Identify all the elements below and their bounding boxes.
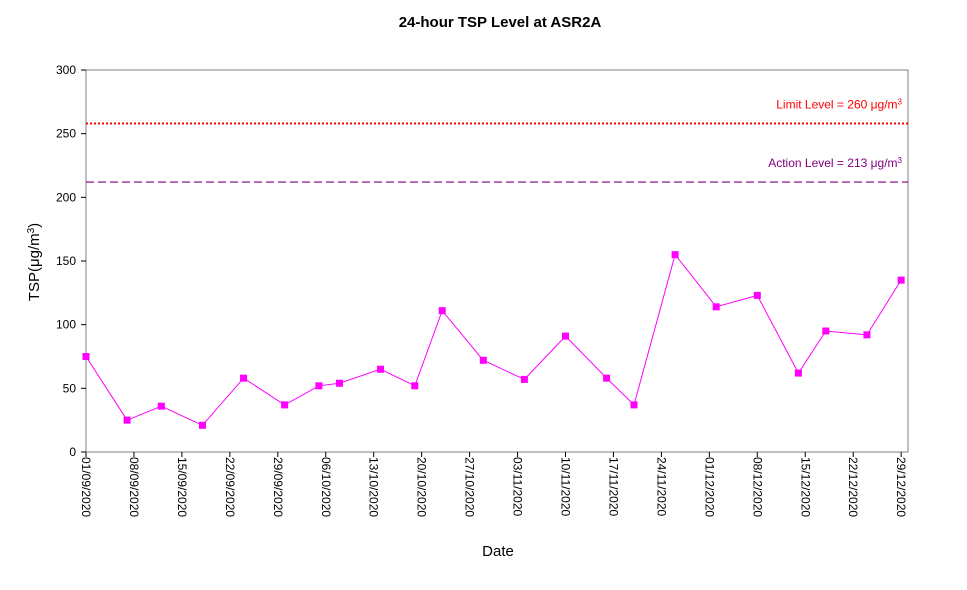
- x-tick-label: 17/11/2020: [606, 457, 620, 516]
- y-tick-label: 150: [56, 254, 76, 268]
- y-axis-label-unit: μg/m: [26, 233, 43, 267]
- x-tick-label: 01/09/2020: [79, 457, 93, 517]
- data-point: [438, 307, 446, 315]
- data-point: [562, 332, 569, 340]
- x-tick-label: 20/10/2020: [415, 457, 429, 517]
- data-point: [520, 375, 528, 383]
- data-point: [411, 382, 419, 390]
- data-point: [630, 401, 638, 409]
- y-tick-label: 0: [69, 445, 76, 459]
- x-tick-label: 24/11/2020: [654, 457, 668, 516]
- x-tick-label: 01/12/2020: [702, 457, 716, 517]
- y-axis-label-exp: 3: [26, 227, 37, 233]
- data-point: [863, 331, 871, 339]
- x-tick-label: 29/09/2020: [271, 457, 285, 517]
- y-tick-label: 200: [56, 190, 76, 204]
- y-axis-label-base: TSP(: [26, 267, 43, 301]
- data-point: [822, 327, 830, 335]
- x-tick-label: 22/09/2020: [223, 457, 237, 517]
- x-tick-label: 27/10/2020: [463, 457, 477, 517]
- y-axis: 0 50 100 150 200 250 300: [56, 63, 86, 459]
- data-point: [281, 401, 289, 409]
- x-axis-label: Date: [482, 543, 514, 560]
- data-point: [671, 251, 679, 259]
- data-point: [377, 365, 385, 373]
- data-point: [753, 291, 761, 299]
- x-axis: 01/09/2020 08/09/2020 15/09/2020 22/09/2020…: [79, 452, 908, 517]
- ref-label-text: Action Level = 213 μg/m: [768, 156, 897, 170]
- data-point: [335, 379, 343, 387]
- y-tick-label: 100: [56, 318, 76, 332]
- data-point: [157, 402, 165, 410]
- y-tick-label: 300: [56, 63, 76, 77]
- data-point: [712, 303, 720, 311]
- data-point: [198, 421, 206, 429]
- ref-label-exp: 3: [898, 97, 903, 106]
- ref-label-exp: 3: [898, 156, 903, 165]
- data-point: [897, 276, 905, 284]
- data-series: [82, 251, 905, 429]
- data-point: [240, 374, 248, 382]
- data-point: [315, 382, 323, 390]
- x-tick-label: 15/12/2020: [798, 457, 812, 517]
- x-tick-label: 22/12/2020: [846, 457, 860, 517]
- y-tick-label: 50: [63, 381, 77, 395]
- action-level-label: Action Level = 213 μg/m3: [768, 156, 902, 171]
- x-tick-label: 08/12/2020: [750, 457, 764, 517]
- y-axis-label: TSP(μg/m3): [26, 223, 44, 301]
- x-tick-label: 13/10/2020: [367, 457, 381, 517]
- plot-area: [85, 69, 909, 453]
- data-point: [123, 416, 131, 424]
- x-tick-label: 08/09/2020: [127, 457, 141, 517]
- data-point: [794, 369, 802, 377]
- y-tick-label: 250: [56, 127, 76, 141]
- data-point: [82, 353, 90, 360]
- limit-level-label: Limit Level = 260 μg/m3: [776, 97, 902, 112]
- ref-label-text: Limit Level = 260 μg/m: [776, 97, 897, 111]
- x-tick-label: 15/09/2020: [175, 457, 189, 517]
- x-tick-label: 10/11/2020: [559, 457, 573, 516]
- y-axis-label-close: ): [26, 223, 43, 228]
- x-tick-label: 06/10/2020: [319, 457, 333, 517]
- data-point: [603, 374, 611, 382]
- chart-title: 24-hour TSP Level at ASR2A: [399, 14, 602, 31]
- x-tick-label: 03/11/2020: [511, 457, 525, 516]
- x-tick-label: 29/12/2020: [894, 457, 908, 517]
- data-point: [479, 356, 487, 364]
